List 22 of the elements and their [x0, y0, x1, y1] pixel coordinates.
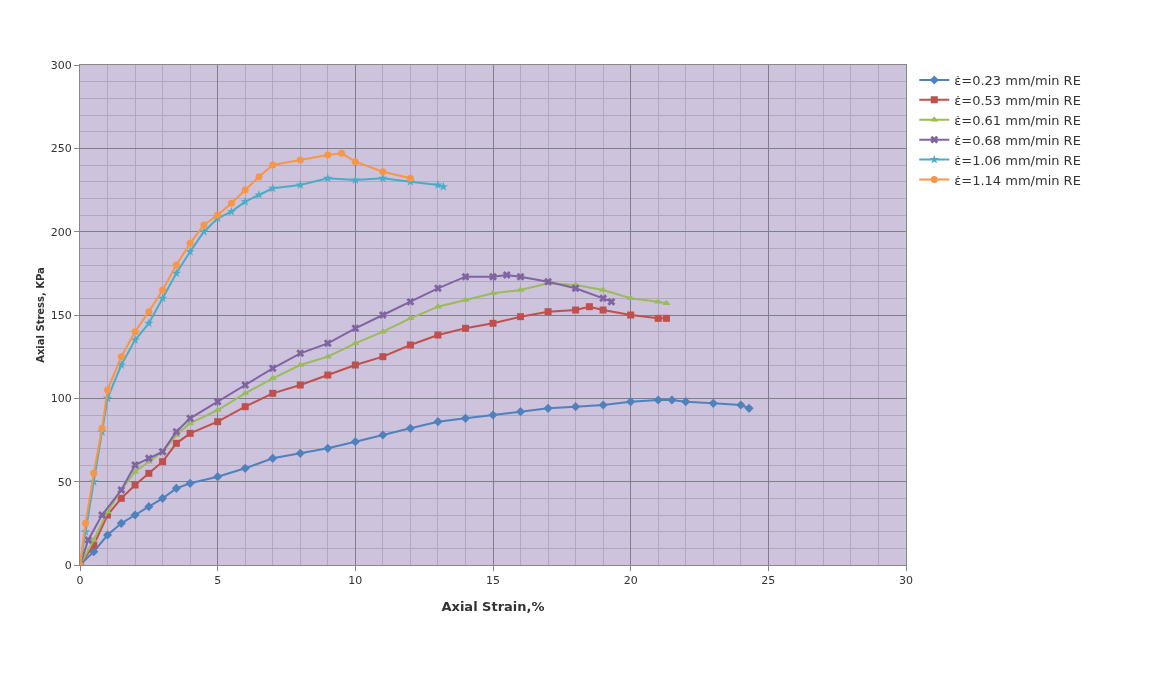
x-tick-label: 15 — [486, 574, 500, 588]
legend-label: ε̇=0.53 mm/min RE — [954, 92, 1081, 108]
x-tick-label: 20 — [623, 574, 638, 588]
y-tick-label: 100 — [50, 392, 72, 406]
y-tick-label: 200 — [50, 225, 72, 239]
y-axis-title: Axial Stress, KPa — [34, 267, 46, 363]
legend-label: ε̇=1.06 mm/min RE — [954, 152, 1081, 168]
x-tick-label: 25 — [761, 574, 776, 588]
x-tick-label: 10 — [348, 574, 363, 588]
y-tick-label: 250 — [50, 142, 72, 156]
x-axis-title: Axial Strain,% — [441, 598, 545, 614]
legend-label: ε̇=1.14 mm/min RE — [954, 172, 1081, 188]
y-tick-label: 300 — [50, 58, 72, 72]
legend-label: ε̇=0.23 mm/min RE — [954, 73, 1081, 89]
legend-label: ε̇=0.61 mm/min RE — [954, 112, 1081, 128]
x-tick-label: 30 — [899, 574, 913, 588]
x-tick-label: 0 — [76, 574, 84, 588]
y-tick-label: 0 — [64, 558, 72, 572]
x-tick-label: 5 — [214, 574, 222, 588]
y-tick-label: 150 — [50, 308, 72, 322]
y-tick-label: 50 — [57, 475, 72, 489]
legend-label: ε̇=0.68 mm/min RE — [954, 132, 1081, 148]
